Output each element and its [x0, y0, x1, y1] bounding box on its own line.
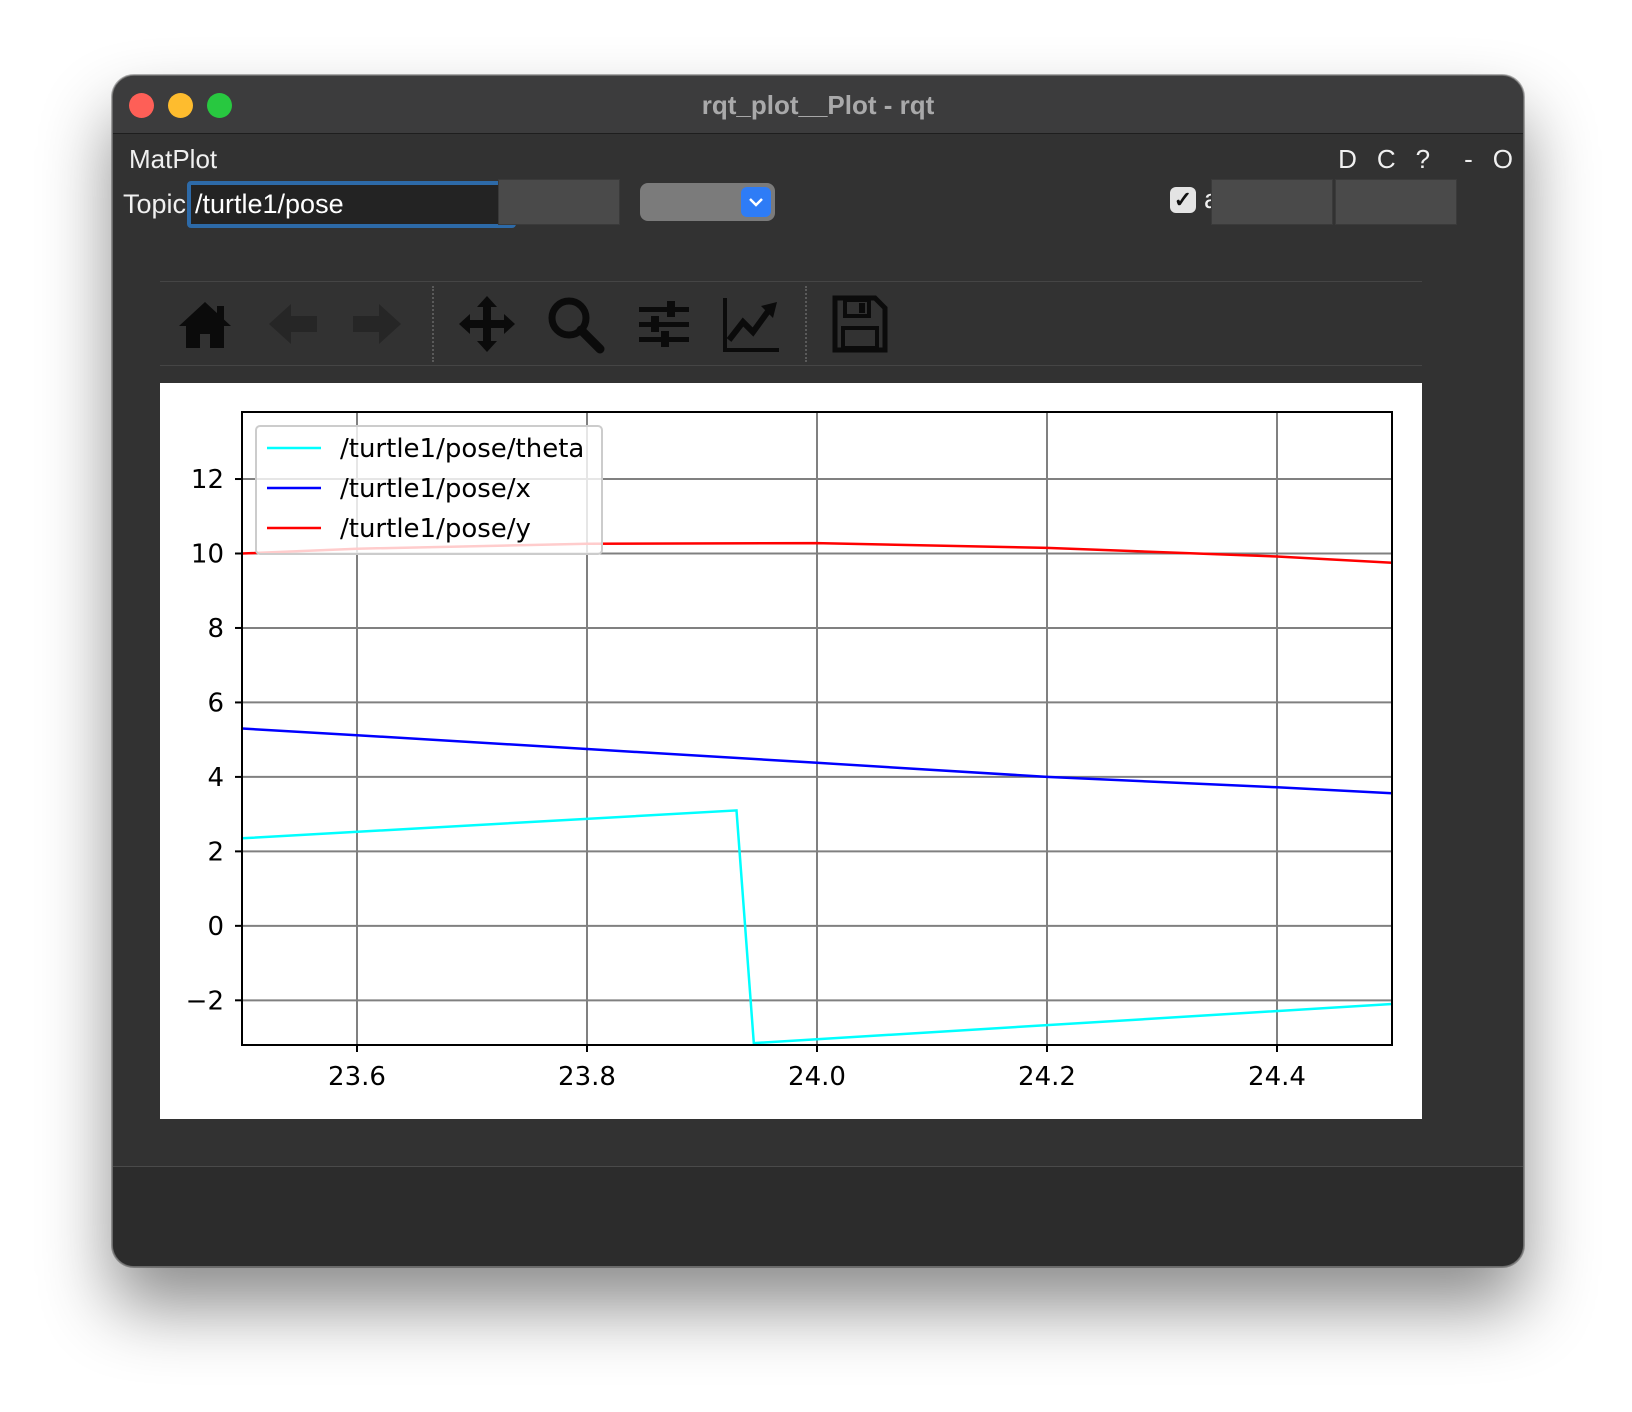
maximize-window-button[interactable]: [207, 93, 232, 118]
rqt-window: rqt_plot__Plot - rqt MatPlot D C ? - O T…: [112, 75, 1524, 1267]
toolbar-separator: [432, 286, 434, 362]
y-tick-label: 0: [207, 912, 224, 942]
dock-controls: D C ? - O: [1338, 144, 1513, 175]
dock-d-button[interactable]: D: [1338, 144, 1357, 174]
close-window-button[interactable]: [129, 93, 154, 118]
matplotlib-toolbar: [160, 281, 1422, 366]
remove-topic-dropdown[interactable]: [640, 183, 775, 221]
dock-minimize-button[interactable]: -: [1464, 144, 1473, 174]
y-tick-label: 6: [207, 688, 224, 718]
add-topic-button[interactable]: [498, 179, 620, 225]
zoom-icon[interactable]: [545, 294, 605, 354]
legend-entry: /turtle1/pose/theta: [340, 434, 584, 464]
subplots-icon[interactable]: [634, 294, 694, 354]
back-arrow-icon[interactable]: [263, 294, 323, 354]
autoscroll-checkbox[interactable]: ✓: [1170, 186, 1196, 213]
y-tick-label: 4: [207, 763, 224, 793]
pan-icon[interactable]: [457, 294, 517, 354]
title-bar: rqt_plot__Plot - rqt: [113, 76, 1523, 134]
home-icon[interactable]: [175, 294, 235, 354]
series-line-theta: [242, 809, 1392, 1045]
x-tick-label: 23.8: [558, 1062, 616, 1092]
y-tick-label: 8: [207, 614, 224, 644]
dock-float-button[interactable]: O: [1492, 144, 1513, 174]
legend-box: [255, 425, 603, 555]
x-tick-label: 24.4: [1248, 1062, 1306, 1092]
chart-legend: /turtle1/pose/theta/turtle1/pose/x/turtl…: [255, 425, 603, 555]
axes-edit-icon[interactable]: [721, 294, 781, 354]
clear-button[interactable]: [1335, 179, 1457, 225]
plot-canvas[interactable]: 23.6 23.8 24.0 24.2 24.4 12 10 8 6 4 2 0 −2/turtle1/…: [160, 383, 1422, 1119]
series-line-x: [242, 727, 1392, 795]
dock-help-button[interactable]: ?: [1415, 144, 1431, 174]
x-tick-label: 24.0: [788, 1062, 846, 1092]
pause-button[interactable]: [1211, 179, 1333, 225]
y-tick-label: 10: [191, 539, 224, 569]
legend-entry: /turtle1/pose/x: [340, 474, 531, 504]
y-tick-label: −2: [186, 986, 224, 1016]
x-tick-label: 23.6: [328, 1062, 386, 1092]
toolbar-separator: [805, 286, 807, 362]
dock-title: MatPlot: [129, 144, 218, 174]
window-title: rqt_plot__Plot - rqt: [701, 90, 935, 120]
topic-input[interactable]: [187, 181, 516, 228]
topic-label: Topic: [123, 189, 187, 219]
save-icon[interactable]: [829, 294, 889, 354]
dock-c-button[interactable]: C: [1376, 144, 1396, 174]
forward-arrow-icon[interactable]: [347, 294, 407, 354]
axes-frame: [241, 411, 1393, 1046]
chevron-down-icon: [741, 187, 771, 217]
minimize-window-button[interactable]: [168, 93, 193, 118]
y-tick-label: 2: [207, 837, 224, 867]
line-chart[interactable]: 23.6 23.8 24.0 24.2 24.4 12 10 8 6 4 2 0 −2/turtle1/…: [160, 383, 1422, 1119]
status-bar: [113, 1166, 1523, 1266]
legend-entry: /turtle1/pose/y: [340, 514, 531, 544]
y-tick-label: 12: [191, 465, 224, 495]
x-tick-label: 24.2: [1018, 1062, 1076, 1092]
